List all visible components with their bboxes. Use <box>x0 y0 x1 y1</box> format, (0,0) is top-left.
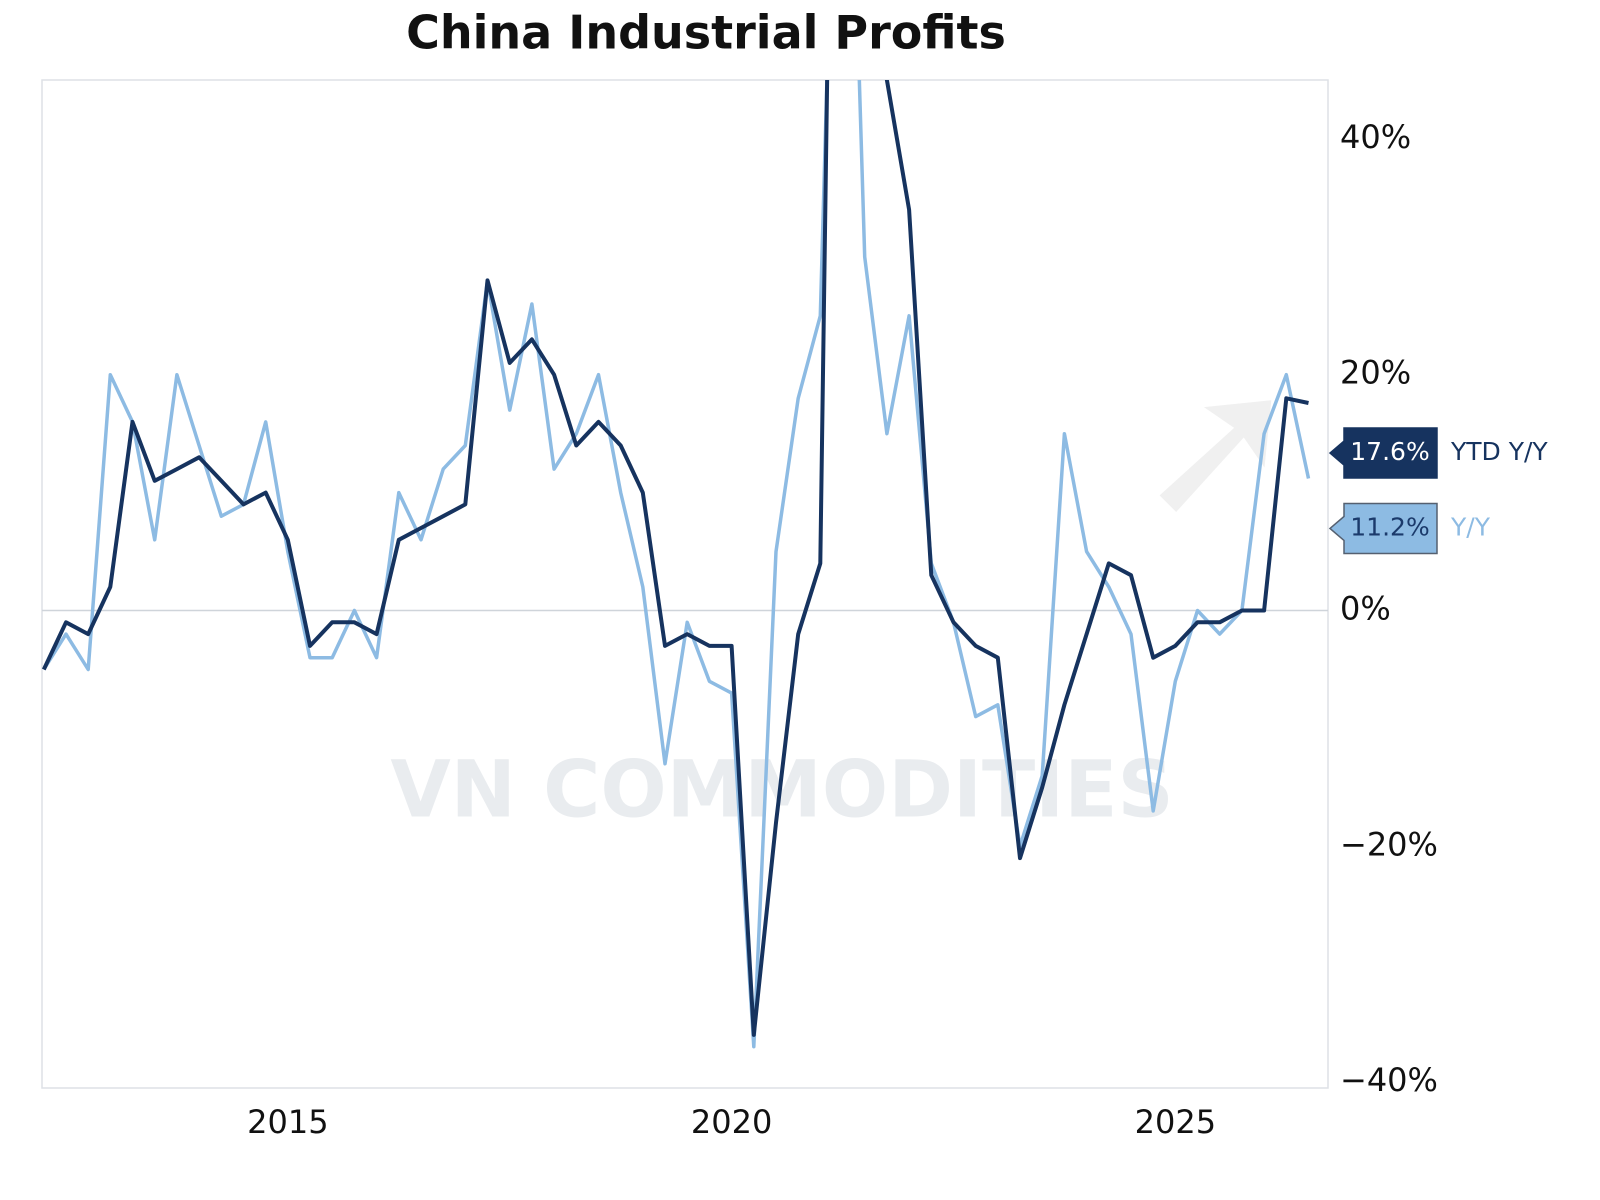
value-tag-label: 17.6% <box>1350 437 1429 466</box>
x-tick-label: 2015 <box>247 1103 328 1141</box>
legend-label: Y/Y <box>1450 512 1491 541</box>
value-tag-label: 11.2% <box>1350 512 1429 541</box>
y-tick-label: −40% <box>1340 1061 1438 1099</box>
series-group <box>42 80 1311 1049</box>
data-line <box>42 80 1311 1049</box>
series-group <box>42 80 1309 1037</box>
y-tick-label: 20% <box>1340 354 1411 392</box>
y-tick-label: −20% <box>1340 825 1438 863</box>
x-tick-label: 2025 <box>1135 1103 1216 1141</box>
watermark-icon: ➚ <box>1135 330 1303 563</box>
x-tick-label: 2020 <box>691 1103 772 1141</box>
legend-label: YTD Y/Y <box>1450 437 1548 466</box>
value-tag <box>1328 502 1438 555</box>
data-line <box>42 80 1309 1037</box>
y-tick-label: 40% <box>1340 118 1411 156</box>
chart-title: China Industrial Profits <box>406 6 1006 60</box>
plot-frame <box>41 79 1329 1089</box>
y-tick-label: 0% <box>1340 590 1391 628</box>
value-tag <box>1328 427 1438 479</box>
